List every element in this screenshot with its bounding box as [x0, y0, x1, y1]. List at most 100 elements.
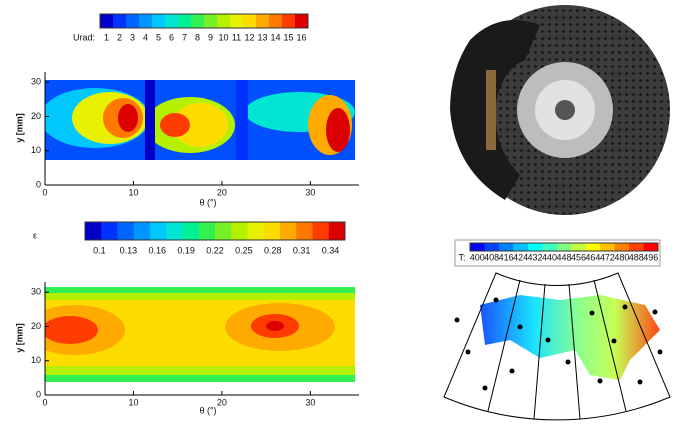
colorbar-cell [295, 14, 308, 28]
colorbar-tick-label: 1 [104, 32, 109, 42]
y-tick-label: 0 [36, 179, 41, 189]
colorbar-cell [499, 243, 514, 251]
strain-field [25, 287, 355, 382]
colorbar-tick-label: 416 [499, 252, 514, 262]
y-tick-label: 20 [31, 111, 41, 121]
colorbar-tick-label: 496 [643, 252, 658, 262]
colorbar-tick-label: 464 [585, 252, 600, 262]
colorbar-tick-label: 0.19 [177, 245, 195, 255]
colorbar-tick-label: 8 [195, 32, 200, 42]
colorbar-cell [313, 222, 330, 240]
x-tick-label: 10 [128, 397, 138, 407]
colorbar-cell [113, 14, 126, 28]
colorbar-tick-label: 3 [130, 32, 135, 42]
colorbar-cell [557, 243, 572, 251]
colorbar-cell [528, 243, 543, 251]
x-tick-label: 30 [305, 397, 315, 407]
colorbar-cell [215, 222, 232, 240]
colorbar-cell [282, 14, 295, 28]
colorbar-cell [615, 243, 630, 251]
colorbar-cell [600, 243, 615, 251]
colorbar-tick-label: 11 [232, 32, 241, 42]
colorbar-label: ε [33, 230, 37, 240]
y-tick-label: 20 [31, 321, 41, 331]
colorbar-cell [296, 222, 313, 240]
colorbar-tick-label: 6 [169, 32, 174, 42]
colorbar-cell [118, 222, 135, 240]
colorbar-cell [126, 14, 139, 28]
colorbar-tick-label: 9 [208, 32, 213, 42]
y-tick-label: 10 [31, 145, 41, 155]
x-axis-label: θ (°) [199, 197, 216, 207]
colorbar-cell [256, 14, 269, 28]
colorbar-tick-label: 0.22 [206, 245, 224, 255]
colorbar-tick-label: 4 [143, 32, 148, 42]
colorbar-cell [269, 14, 282, 28]
colorbar-tick-label: 488 [629, 252, 644, 262]
colorbar-cell [513, 243, 528, 251]
colorbar-cell [217, 14, 230, 28]
colorbar-cell [644, 243, 659, 251]
colorbar-cell [264, 222, 281, 240]
x-axis-label: θ (°) [199, 405, 216, 415]
colorbar-cell [243, 14, 256, 28]
y-tick-label: 0 [36, 389, 41, 399]
colorbar-cell [165, 14, 178, 28]
y-tick-label: 10 [31, 355, 41, 365]
colorbar-tick-label: 14 [270, 32, 280, 42]
colorbar-label: Urad: [73, 32, 95, 42]
colorbar-cell [150, 222, 167, 240]
colorbar-tick-label: 0.34 [322, 245, 340, 255]
colorbar-cell [484, 243, 499, 251]
colorbar-tick-label: 440 [542, 252, 557, 262]
colorbar-tick-label: 15 [283, 32, 293, 42]
colorbar-cell [166, 222, 183, 240]
colorbar-tick-label: 7 [182, 32, 187, 42]
x-tick-label: 20 [217, 187, 227, 197]
colorbar-tick-label: 2 [117, 32, 122, 42]
colorbar-tick-label: 0.25 [235, 245, 253, 255]
colorbar-tick-label: 448 [556, 252, 571, 262]
brake-photo [450, 5, 670, 215]
colorbar-cell [329, 222, 346, 240]
colorbar-cell [586, 243, 601, 251]
colorbar-tick-label: 456 [571, 252, 586, 262]
colorbar-tick-label: 0.31 [293, 245, 311, 255]
colorbar-tick-label: 13 [257, 32, 267, 42]
x-tick-label: 20 [217, 397, 227, 407]
velocity-field [40, 80, 355, 160]
x-tick-label: 30 [305, 187, 315, 197]
colorbar-tick-label: 432 [528, 252, 543, 262]
colorbar-label: T: [458, 252, 465, 262]
colorbar-cell [101, 222, 118, 240]
colorbar-cell [183, 222, 200, 240]
colorbar-cell [248, 222, 265, 240]
colorbar-tick-label: 0.16 [148, 245, 166, 255]
x-tick-label: 0 [42, 187, 47, 197]
colorbar-tick-label: 0.1 [93, 245, 106, 255]
colorbar-cell [542, 243, 557, 251]
colorbar-cell [85, 222, 102, 240]
y-tick-label: 30 [31, 77, 41, 87]
colorbar-cell [231, 222, 248, 240]
y-axis-label: y [mm] [14, 323, 24, 353]
colorbar-tick-label: 424 [513, 252, 528, 262]
colorbar-cell [629, 243, 644, 251]
colorbar-cell [199, 222, 216, 240]
colorbar-cell [230, 14, 243, 28]
colorbar-cell [470, 243, 485, 251]
colorbar-tick-label: 12 [244, 32, 254, 42]
colorbar-cell [134, 222, 151, 240]
colorbar-tick-label: 5 [156, 32, 161, 42]
colorbar-cell [204, 14, 217, 28]
colorbar-tick-label: 16 [296, 32, 306, 42]
colorbar-cell [152, 14, 165, 28]
colorbar-tick-label: 400 [470, 252, 485, 262]
sector-plot [444, 273, 670, 420]
colorbar-tick-label: 10 [218, 32, 228, 42]
colorbar-cell [571, 243, 586, 251]
colorbar-cell [139, 14, 152, 28]
y-axis-label: y [mm] [14, 113, 24, 143]
y-tick-label: 30 [31, 287, 41, 297]
colorbar-tick-label: 480 [614, 252, 629, 262]
